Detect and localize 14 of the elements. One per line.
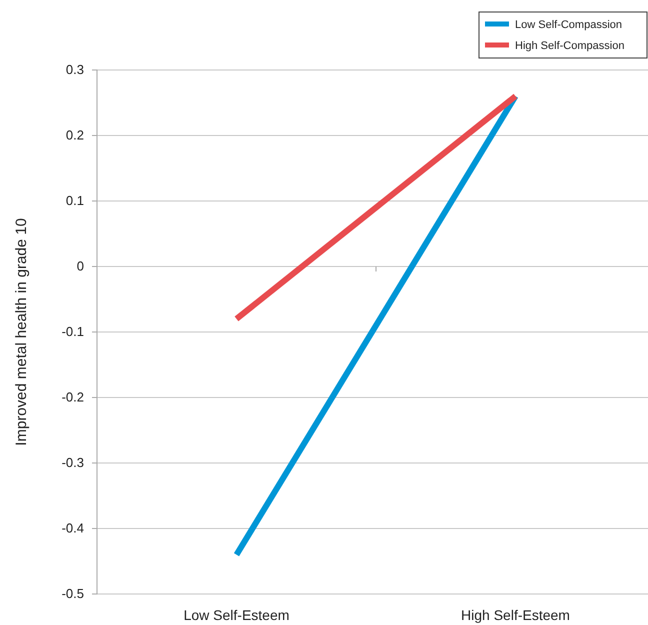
legend-label: Low Self-Compassion <box>515 19 622 31</box>
y-tick-label: 0 <box>76 258 84 274</box>
y-tick-label: 0.2 <box>66 128 84 143</box>
y-axis-title: Improved metal health in grade 10 <box>13 218 30 446</box>
x-tick-label: Low Self-Esteem <box>184 606 290 623</box>
y-tick-label: -0.1 <box>62 324 84 340</box>
y-tick-label: -0.4 <box>62 520 84 536</box>
x-tick-label: High Self-Esteem <box>461 606 570 623</box>
y-tick-label: 0.3 <box>66 62 84 78</box>
y-tick-label: -0.2 <box>62 390 84 405</box>
y-tick-label: -0.5 <box>62 586 84 602</box>
y-tick-label: -0.3 <box>62 455 84 470</box>
y-tick-label: 0.1 <box>66 193 84 208</box>
legend-label: High Self-Compassion <box>515 40 624 52</box>
